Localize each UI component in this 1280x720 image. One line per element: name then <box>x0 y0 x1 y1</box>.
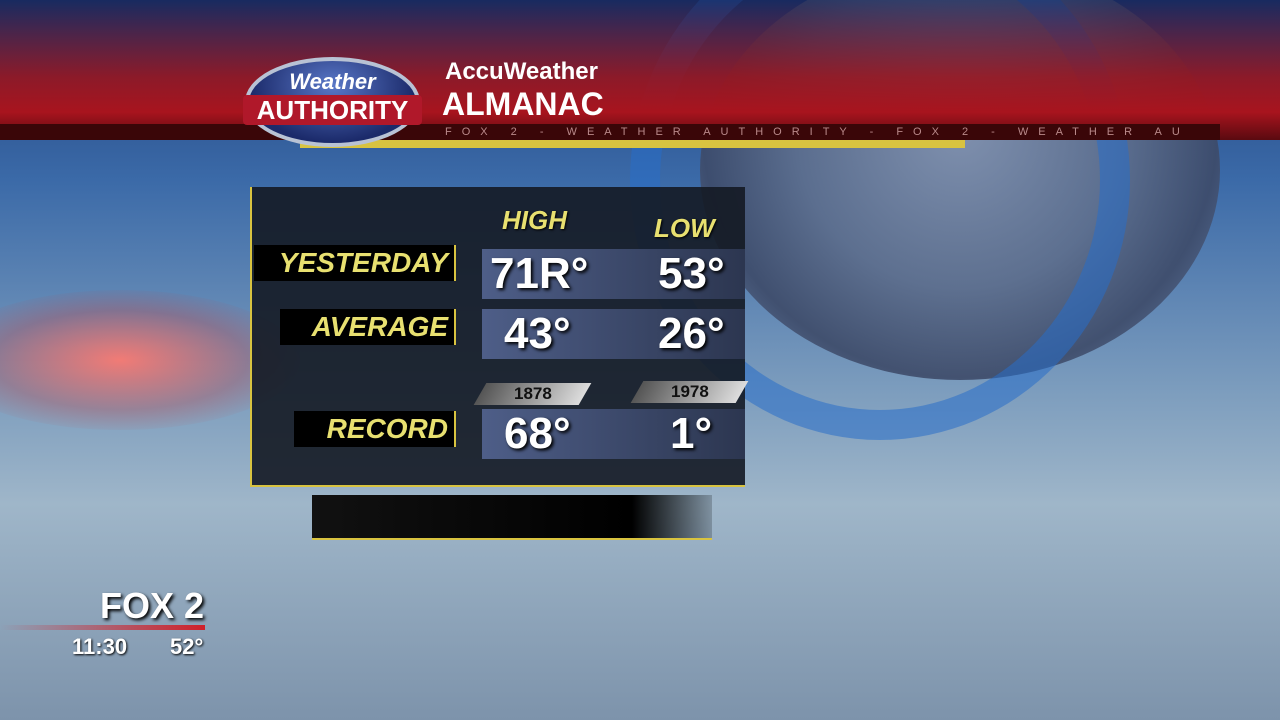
bug-red-line <box>0 625 205 630</box>
average-row: 43° 26° <box>482 309 745 359</box>
row-label-average: AVERAGE <box>280 309 456 345</box>
record-high-year: 1878 <box>473 383 592 405</box>
record-low: 1° <box>670 409 713 458</box>
low-header: LOW <box>654 213 715 243</box>
record-high-year-text: 1878 <box>513 384 552 403</box>
station-logo: FOX 2 <box>100 585 205 626</box>
high-header: HIGH <box>502 205 567 235</box>
yesterday-row: 71R° 53° <box>482 249 745 299</box>
logo-bottom: AUTHORITY <box>243 95 422 125</box>
yesterday-high: 71R° <box>490 249 589 298</box>
record-high: 68° <box>504 409 571 458</box>
row-label-record: RECORD <box>294 411 456 447</box>
almanac-panel: HIGH LOW YESTERDAY 71R° 53° AVERAGE 43° … <box>250 187 749 487</box>
average-low: 26° <box>658 309 725 358</box>
title-line2: ALMANAC <box>442 86 604 122</box>
empty-bar <box>312 495 712 540</box>
average-high: 43° <box>504 309 571 358</box>
ticker-text: FOX 2 - WEATHER AUTHORITY - FOX 2 - WEAT… <box>0 124 1220 140</box>
weather-authority-logo: Weather AUTHORITY <box>243 57 422 147</box>
record-low-year: 1978 <box>630 381 749 403</box>
yesterday-low: 53° <box>658 249 725 298</box>
current-temperature: 52° <box>170 634 204 659</box>
record-row: 68° 1° <box>482 409 745 459</box>
yellow-accent-bar <box>300 140 965 148</box>
current-time: 11:30 <box>72 634 128 659</box>
title-line1: AccuWeather <box>445 58 598 85</box>
row-label-yesterday: YESTERDAY <box>254 245 456 281</box>
record-low-year-text: 1978 <box>670 382 709 401</box>
header-banner <box>0 0 1280 140</box>
logo-top: Weather <box>289 69 376 94</box>
